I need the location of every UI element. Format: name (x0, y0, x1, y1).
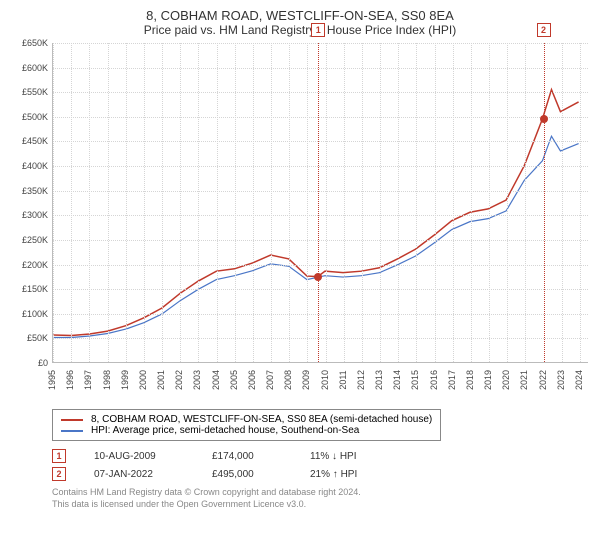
y-tick-label: £500K (12, 112, 48, 122)
x-tick-label: 2016 (429, 370, 439, 390)
x-tick-label: 2024 (574, 370, 584, 390)
y-tick-label: £150K (12, 284, 48, 294)
marker-dot (314, 273, 322, 281)
transaction-date: 10-AUG-2009 (94, 451, 184, 462)
x-tick-label: 2022 (538, 370, 548, 390)
x-tick-label: 2015 (410, 370, 420, 390)
y-tick-label: £250K (12, 235, 48, 245)
x-tick-label: 1998 (102, 370, 112, 390)
x-tick-label: 2012 (356, 370, 366, 390)
x-tick-label: 2013 (374, 370, 384, 390)
legend-swatch (61, 419, 83, 421)
y-tick-label: £400K (12, 161, 48, 171)
marker-box: 2 (537, 23, 551, 37)
transaction-pct: 11% ↓ HPI (310, 451, 390, 462)
y-tick-label: £600K (12, 63, 48, 73)
transaction-marker-icon: 2 (52, 467, 66, 481)
y-tick-label: £550K (12, 87, 48, 97)
y-tick-label: £450K (12, 136, 48, 146)
transaction-price: £174,000 (212, 451, 282, 462)
x-tick-label: 2008 (283, 370, 293, 390)
x-tick-label: 2002 (174, 370, 184, 390)
footer-attribution: Contains HM Land Registry data © Crown c… (52, 487, 588, 510)
x-tick-label: 2009 (301, 370, 311, 390)
legend-item: 8, COBHAM ROAD, WESTCLIFF-ON-SEA, SS0 8E… (61, 414, 432, 425)
legend-label: 8, COBHAM ROAD, WESTCLIFF-ON-SEA, SS0 8E… (91, 414, 432, 425)
y-tick-label: £200K (12, 260, 48, 270)
x-tick-label: 2021 (519, 370, 529, 390)
x-tick-label: 2010 (320, 370, 330, 390)
series-line-property (53, 90, 578, 336)
chart-area: £0 £50K £100K £150K £200K £250K £300K £350K £400… (12, 43, 588, 403)
x-tick-label: 2019 (483, 370, 493, 390)
x-tick-label: 2011 (338, 370, 348, 389)
x-tick-label: 1999 (120, 370, 130, 390)
transaction-price: £495,000 (212, 469, 282, 480)
footer-line: This data is licensed under the Open Gov… (52, 499, 588, 511)
marker-vline (318, 43, 319, 362)
marker-vline (544, 43, 545, 362)
x-tick-label: 2000 (138, 370, 148, 390)
x-tick-label: 2003 (192, 370, 202, 390)
chart-title: 8, COBHAM ROAD, WESTCLIFF-ON-SEA, SS0 8E… (12, 8, 588, 23)
x-tick-label: 2007 (265, 370, 275, 390)
x-tick-label: 2020 (501, 370, 511, 390)
x-tick-label: 2023 (556, 370, 566, 390)
legend-label: HPI: Average price, semi-detached house,… (91, 425, 359, 436)
x-tick-label: 2014 (392, 370, 402, 390)
transaction-row: 1 10-AUG-2009 £174,000 11% ↓ HPI (52, 449, 588, 463)
footer-line: Contains HM Land Registry data © Crown c… (52, 487, 588, 499)
y-tick-label: £350K (12, 186, 48, 196)
y-tick-label: £650K (12, 38, 48, 48)
legend-item: HPI: Average price, semi-detached house,… (61, 425, 432, 436)
marker-box: 1 (311, 23, 325, 37)
transaction-marker-icon: 1 (52, 449, 66, 463)
x-tick-label: 2004 (211, 370, 221, 390)
y-tick-label: £100K (12, 309, 48, 319)
y-tick-label: £300K (12, 210, 48, 220)
transaction-date: 07-JAN-2022 (94, 469, 184, 480)
transaction-table: 1 10-AUG-2009 £174,000 11% ↓ HPI 2 07-JA… (52, 449, 588, 481)
x-tick-label: 1995 (47, 370, 57, 390)
x-tick-label: 2018 (465, 370, 475, 390)
x-tick-label: 2006 (247, 370, 257, 390)
x-tick-label: 1997 (83, 370, 93, 390)
x-tick-label: 2017 (447, 370, 457, 390)
plot-region: 12 (52, 43, 588, 363)
x-tick-label: 2001 (156, 370, 166, 390)
transaction-pct: 21% ↑ HPI (310, 469, 390, 480)
y-tick-label: £50K (12, 333, 48, 343)
legend-swatch (61, 430, 83, 432)
chart-container: 8, COBHAM ROAD, WESTCLIFF-ON-SEA, SS0 8E… (0, 0, 600, 560)
legend-box: 8, COBHAM ROAD, WESTCLIFF-ON-SEA, SS0 8E… (52, 409, 441, 441)
marker-dot (540, 115, 548, 123)
x-tick-label: 2005 (229, 370, 239, 390)
x-tick-label: 1996 (65, 370, 75, 390)
y-tick-label: £0 (12, 358, 48, 368)
transaction-row: 2 07-JAN-2022 £495,000 21% ↑ HPI (52, 467, 588, 481)
chart-subtitle: Price paid vs. HM Land Registry's House … (12, 23, 588, 37)
